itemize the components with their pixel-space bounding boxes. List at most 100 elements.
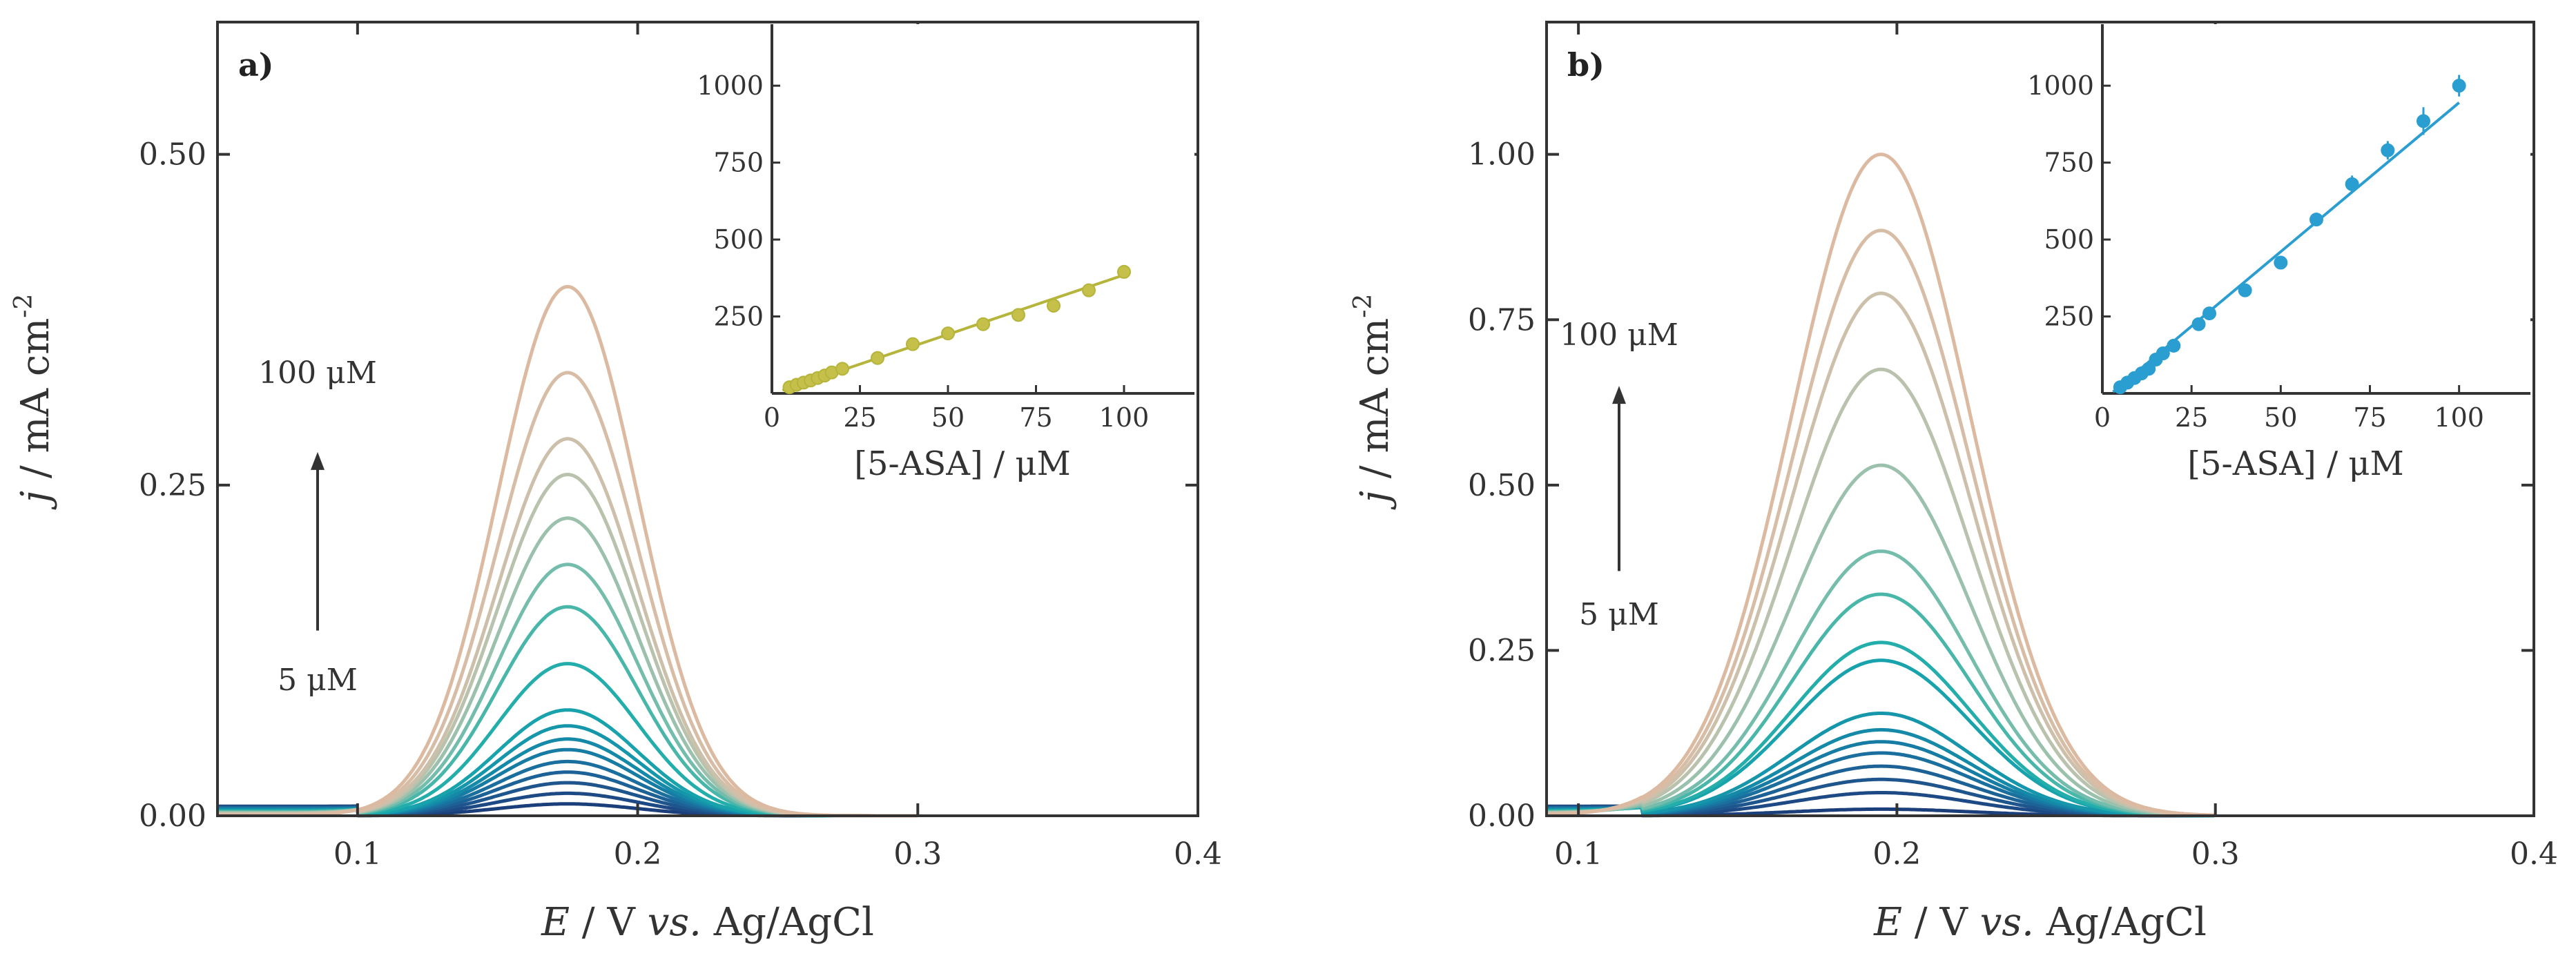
x-axis-title-part: vs. [648, 900, 701, 945]
inset-data-point [835, 362, 849, 376]
y-tick-label: 0.25 [1468, 633, 1536, 668]
inset-data-point [2309, 213, 2323, 227]
inset-y-tick-label: 1000 [2027, 70, 2094, 101]
chart-panel-b: 0.1 0.2 0.3 0.4 0.00 0.25 0.50 0.75 1.00 E / V vs… [1349, 21, 2558, 945]
inset-y-tick-label: 750 [2044, 148, 2094, 178]
inset-data-point [2167, 338, 2181, 353]
x-axis-title-part: Ag/AgCl [701, 900, 874, 945]
x-axis-title-part: E [541, 900, 570, 945]
inset-data-point [2381, 143, 2395, 157]
x-tick-label: 0.4 [1174, 836, 1222, 872]
annotation-top: 100 μM [258, 355, 377, 391]
voltammogram-curve [1547, 592, 2214, 818]
y-axis-title: j / mA cm-2 [1349, 294, 1397, 511]
inset-x-tick-label: 75 [1019, 402, 1052, 433]
annotation-bottom: 5 μM [278, 663, 358, 698]
voltammogram-curve [1547, 463, 2214, 817]
x-tick-label: 0.2 [614, 836, 662, 872]
voltammogram-curve [1547, 228, 2214, 817]
inset-x-tick-label: 25 [2175, 402, 2208, 433]
inset-x-axis-title: [5-ASA] / μM [854, 444, 1070, 483]
inset-x-tick-label: 50 [2264, 402, 2297, 433]
x-tick-label: 0.1 [333, 836, 382, 872]
inset-data-point [2452, 79, 2466, 93]
x-tick-label: 0.1 [1554, 836, 1602, 872]
inset-y-tick-label: 500 [713, 224, 764, 255]
plot-frame [216, 21, 1199, 817]
inset-data-point [2417, 114, 2430, 128]
y-tick-label: 0.00 [1468, 799, 1536, 834]
inset-data-point [906, 337, 920, 351]
inset-x-tick-label: 0 [764, 402, 780, 433]
voltammogram-curve [1546, 712, 2214, 818]
arrow-head [311, 451, 325, 470]
inset-data-point [1117, 264, 1131, 279]
voltammogram-curve [1547, 153, 2214, 817]
chart-panel-a: 0.1 0.2 0.3 0.4 0.00 0.25 0.50 E / V vs. Ag/AgC… [10, 21, 1222, 945]
inset-data-point [2191, 317, 2206, 331]
y-tick-label: 0.50 [139, 137, 206, 173]
inset-y-tick-label: 750 [713, 148, 764, 178]
x-tick-label: 0.3 [893, 836, 942, 872]
voltammogram-curve [1546, 291, 2214, 817]
inset-data-point [2142, 362, 2156, 376]
annotation-top: 100 μM [1560, 317, 1678, 353]
inset-x-tick-label: 100 [1099, 402, 1150, 433]
inset-x-axis-title: [5-ASA] / μM [2187, 444, 2403, 483]
inset-x-tick-label: 50 [931, 402, 965, 433]
x-tick-label: 0.4 [2510, 836, 2558, 872]
inset-data-point [976, 317, 990, 331]
voltammogram-curve [1546, 367, 2214, 817]
inset-data-point [2274, 255, 2288, 270]
y-axis-title-part: j [1353, 491, 1397, 510]
inset-y-tick-label: 500 [2044, 224, 2094, 255]
voltammogram-curve [217, 472, 918, 818]
x-tick-label: 0.3 [2191, 836, 2240, 872]
inset-y-tick-label: 250 [713, 302, 764, 332]
inset-x-tick-label: 100 [2434, 402, 2484, 433]
plot-frame [1545, 21, 2535, 817]
inset: 0 25 50 75 100 250 500 750 1000 [5-ASA] / μM [2027, 24, 2530, 483]
inset-y-tick-label: 1000 [697, 70, 764, 101]
x-axis-title-part: / V [570, 900, 648, 945]
inset-x-tick-label: 75 [2353, 402, 2386, 433]
voltammogram-curve [217, 437, 918, 818]
voltammogram-curve [1547, 640, 2214, 818]
x-tick-label: 0.2 [1872, 836, 1921, 872]
inset-data-point [1047, 298, 1061, 313]
panel-label: a) [238, 46, 274, 84]
inset: 0 25 50 75 100 250 500 750 1000 [5-ASA] / μM [697, 24, 1194, 483]
inset-x-tick-label: 25 [843, 402, 876, 433]
y-tick-label: 0.50 [1468, 468, 1536, 503]
arrow-head [1612, 386, 1626, 404]
x-axis-title-part: Ag/AgCl [2034, 900, 2207, 945]
inset-y-tick-label: 250 [2044, 302, 2094, 332]
panel-label: b) [1567, 46, 1605, 84]
y-axis-title-part: -2 [10, 294, 38, 318]
inset-data-point [871, 351, 884, 365]
x-axis-title-part: / V [1902, 900, 1980, 945]
y-axis-title: j / mA cm-2 [10, 294, 58, 511]
inset-data-point [2345, 177, 2359, 191]
voltammogram-curve [1547, 549, 2214, 818]
x-axis-title: E / V vs. Ag/AgCl [1873, 900, 2207, 945]
y-axis-title-part: j [13, 491, 58, 510]
x-axis-title-part: E [1873, 900, 1902, 945]
inset-background [772, 24, 1194, 393]
y-axis-title-part: / mA cm [13, 318, 58, 491]
y-tick-label: 0.00 [139, 799, 206, 834]
voltammogram-curve [217, 284, 918, 818]
y-tick-label: 1.00 [1468, 137, 1536, 173]
inset-background [2102, 24, 2530, 393]
inset-x-tick-label: 0 [2094, 402, 2111, 433]
x-axis-title-part: vs. [1980, 900, 2034, 945]
y-axis-title-part: -2 [1349, 294, 1377, 318]
y-axis-title-part: / mA cm [1353, 318, 1397, 491]
inset-data-point [2238, 283, 2252, 297]
y-tick-label: 0.75 [1468, 302, 1536, 337]
annotation-bottom: 5 μM [1579, 597, 1659, 632]
inset-data-point [2202, 306, 2216, 321]
inset-data-point [1082, 283, 1096, 297]
y-tick-label: 0.25 [139, 468, 206, 503]
